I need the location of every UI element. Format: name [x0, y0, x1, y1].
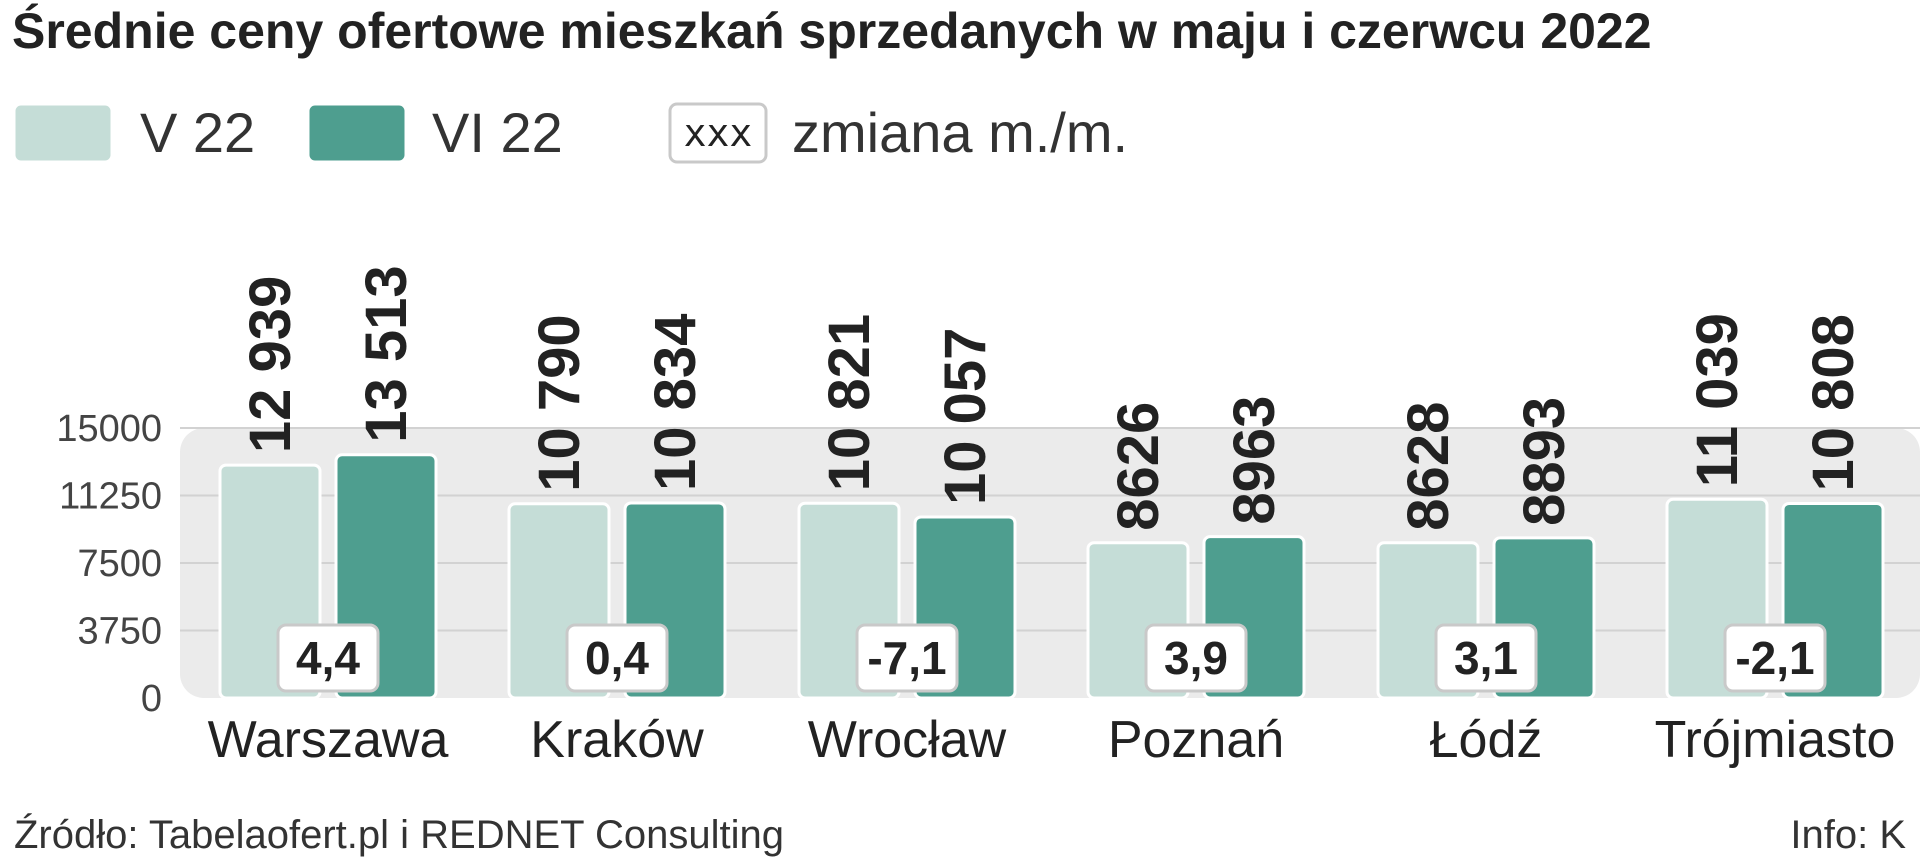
- legend-label-change: zmiana m./m.: [792, 101, 1128, 164]
- legend: V 22 VI 22 xxx zmiana m./m.: [12, 101, 1128, 164]
- data-label: 12 939: [238, 276, 303, 453]
- data-label: 11 039: [1685, 313, 1750, 487]
- y-tick-label: 15000: [56, 408, 162, 450]
- chart-title: Średnie ceny ofertowe mieszkań sprzedany…: [12, 3, 1652, 59]
- change-badges: 4,4 0,4 -7,1 3,9 3,1 -2,1: [276, 623, 1827, 693]
- change-label: 0,4: [585, 632, 649, 684]
- data-label: 8963: [1222, 396, 1287, 525]
- change-badge: [855, 623, 959, 693]
- change-badge: [1434, 623, 1538, 693]
- data-label: 13 513: [354, 265, 419, 442]
- data-label: 10 790: [527, 314, 592, 491]
- change-label: 3,9: [1164, 632, 1228, 684]
- legend-swatch-v22: [12, 102, 114, 164]
- change-label: 4,4: [296, 632, 360, 684]
- x-axis: Warszawa Kraków Wrocław Poznań Łódź Trójmiast…: [208, 711, 1896, 769]
- source-note: Źródło: Tabelaofert.pl i REDNET Consulti…: [14, 812, 784, 857]
- change-label: -7,1: [867, 632, 946, 684]
- y-tick-label: 7500: [77, 543, 162, 585]
- category-label: Warszawa: [208, 711, 449, 769]
- legend-change-box-label: xxx: [684, 111, 753, 155]
- data-label: 10 808: [1801, 314, 1866, 491]
- change-badge: [276, 623, 380, 693]
- category-label: Łódź: [1430, 711, 1543, 769]
- data-label: 10 821: [817, 314, 882, 491]
- legend-label-v22: V 22: [140, 101, 255, 164]
- change-badge: [1723, 623, 1827, 693]
- category-label: Kraków: [530, 711, 704, 769]
- change-label: 3,1: [1454, 632, 1518, 684]
- data-label: 10 057: [933, 328, 998, 505]
- credit-note: Info: K: [1790, 813, 1906, 857]
- data-label: 8628: [1396, 402, 1461, 531]
- category-label: Wrocław: [808, 711, 1007, 769]
- change-label: -2,1: [1735, 632, 1814, 684]
- change-badge: [1144, 623, 1248, 693]
- legend-change-box: [668, 102, 768, 164]
- category-label: Trójmiasto: [1655, 711, 1896, 769]
- legend-label-vi22: VI 22: [432, 101, 563, 164]
- value-labels: 12 939 13 513 10 790 10 834 10 821 10 057 8626…: [238, 265, 1866, 530]
- y-tick-label: 0: [141, 678, 162, 720]
- y-tick-label: 3750: [77, 611, 162, 653]
- category-label: Poznań: [1108, 711, 1284, 769]
- data-label: 8626: [1106, 402, 1171, 531]
- data-label: 10 834: [643, 314, 708, 491]
- data-label: 8893: [1512, 397, 1577, 526]
- legend-swatch-vi22: [306, 102, 408, 164]
- y-tick-label: 11250: [59, 476, 162, 518]
- change-badge: [565, 623, 669, 693]
- y-axis: 0 3750 7500 11250 15000: [56, 408, 162, 720]
- gridlines: [180, 427, 1920, 632]
